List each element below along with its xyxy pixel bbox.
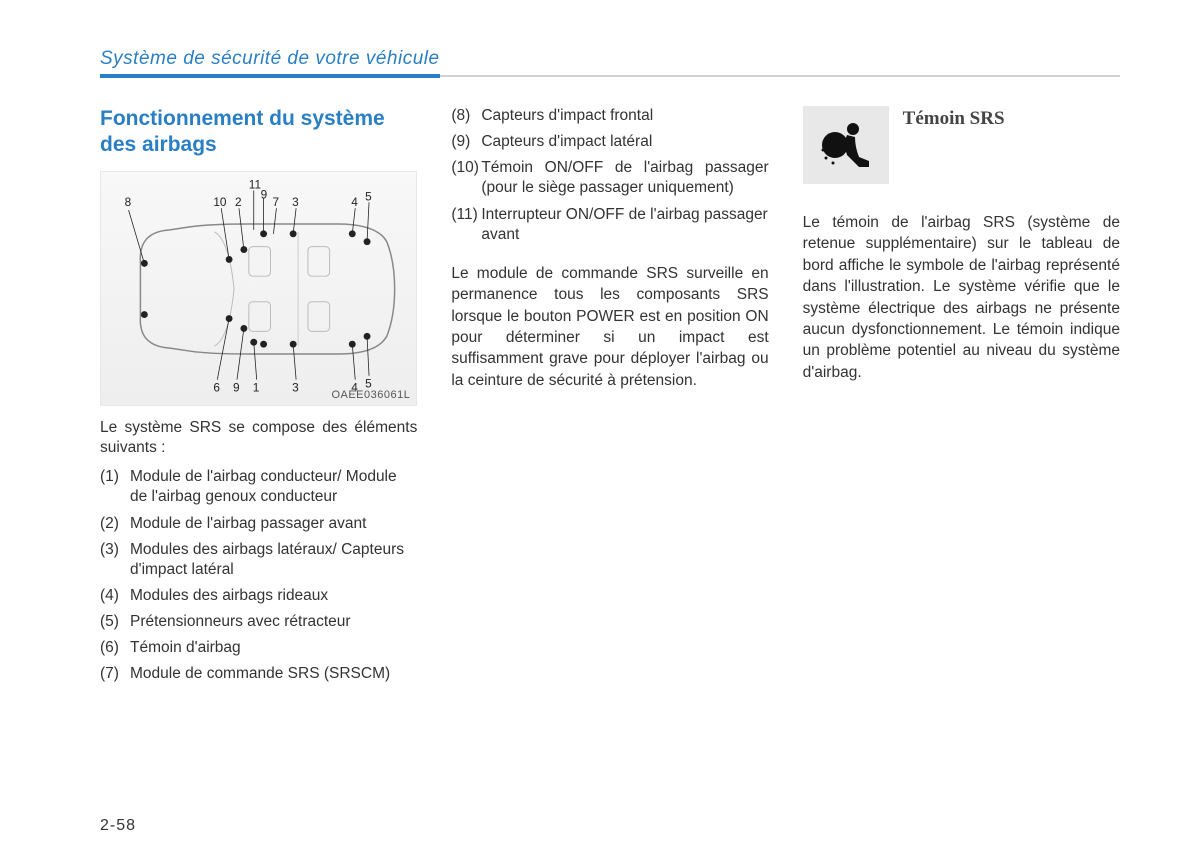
section-title: Fonctionnement du système des airbags <box>100 106 417 159</box>
srs-warning-paragraph: Le témoin de l'airbag SRS (système de re… <box>803 212 1120 383</box>
component-text: Prétensionneurs avec rétracteur <box>130 612 417 632</box>
page-number: 2-58 <box>100 817 136 835</box>
diagram-label-6: 6 <box>213 380 220 394</box>
diagram-label-8: 8 <box>125 195 132 209</box>
list-item: (1)Module de l'airbag conducteur/ Module… <box>100 467 417 507</box>
srs-heading: Témoin SRS <box>903 108 1005 130</box>
car-top-view-svg: 8 11 9 10 2 7 3 4 5 6 9 1 3 4 5 <box>101 172 416 405</box>
diagram-label-3t: 3 <box>292 195 299 209</box>
component-number: (7) <box>100 664 130 684</box>
content-columns: Fonctionnement du système des airbags <box>100 106 1120 691</box>
diagram-label-7: 7 <box>272 195 279 209</box>
underline-blue <box>100 74 440 78</box>
diagram-label-4t: 4 <box>351 195 358 209</box>
list-item: (9)Capteurs d'impact latéral <box>451 132 768 152</box>
component-text: Module de l'airbag conducteur/ Module de… <box>130 467 417 507</box>
airbag-diagram: 8 11 9 10 2 7 3 4 5 6 9 1 3 4 5 OAEE0360… <box>100 171 417 406</box>
list-item: (7)Module de commande SRS (SRSCM) <box>100 664 417 684</box>
list-item: (2)Module de l'airbag passager avant <box>100 514 417 534</box>
intro-text: Le système SRS se compose des éléments s… <box>100 418 417 460</box>
component-text: Témoin d'airbag <box>130 638 417 658</box>
diagram-label-1: 1 <box>253 380 260 394</box>
component-text: Module de commande SRS (SRSCM) <box>130 664 417 684</box>
diagram-label-11: 11 <box>249 177 261 191</box>
component-number: (6) <box>100 638 130 658</box>
airbag-warning-icon <box>803 106 889 184</box>
component-number: (5) <box>100 612 130 632</box>
component-number: (11) <box>451 205 481 245</box>
page-header-title: Système de sécurité de votre véhicule <box>100 48 1120 70</box>
component-list-col2: (8)Capteurs d'impact frontal(9)Capteurs … <box>451 106 768 245</box>
component-number: (1) <box>100 467 130 507</box>
component-number: (8) <box>451 106 481 126</box>
component-number: (9) <box>451 132 481 152</box>
diagram-label-3b: 3 <box>292 380 299 394</box>
component-list-col1: (1)Module de l'airbag conducteur/ Module… <box>100 467 417 684</box>
underline-gray <box>440 75 1120 77</box>
component-text: Modules des airbags rideaux <box>130 586 417 606</box>
list-item: (3)Modules des airbags latéraux/ Capteur… <box>100 540 417 580</box>
list-item: (11)Interrupteur ON/OFF de l'airbag pass… <box>451 205 768 245</box>
diagram-label-5t: 5 <box>365 189 372 203</box>
component-text: Capteurs d'impact latéral <box>481 132 768 152</box>
component-text: Témoin ON/OFF de l'airbag passager (pour… <box>481 158 768 198</box>
list-item: (8)Capteurs d'impact frontal <box>451 106 768 126</box>
component-number: (3) <box>100 540 130 580</box>
header-underline <box>100 74 1120 78</box>
component-text: Capteurs d'impact frontal <box>481 106 768 126</box>
list-item: (4)Modules des airbags rideaux <box>100 586 417 606</box>
component-text: Module de l'airbag passager avant <box>130 514 417 534</box>
list-item: (6)Témoin d'airbag <box>100 638 417 658</box>
diagram-code: OAEE036061L <box>331 389 410 401</box>
srs-module-paragraph: Le module de commande SRS surveille en p… <box>451 263 768 391</box>
component-text: Interrupteur ON/OFF de l'airbag passager… <box>481 205 768 245</box>
component-text: Modules des airbags latéraux/ Capteurs d… <box>130 540 417 580</box>
column-1: Fonctionnement du système des airbags <box>100 106 417 691</box>
diagram-label-9b: 9 <box>233 380 240 394</box>
component-number: (2) <box>100 514 130 534</box>
column-2: (8)Capteurs d'impact frontal(9)Capteurs … <box>451 106 768 691</box>
component-number: (4) <box>100 586 130 606</box>
diagram-label-2: 2 <box>235 195 242 209</box>
component-number: (10) <box>451 158 481 198</box>
diagram-label-9t: 9 <box>261 187 268 201</box>
list-item: (10)Témoin ON/OFF de l'airbag passager (… <box>451 158 768 198</box>
diagram-label-10: 10 <box>213 195 227 209</box>
column-3: Témoin SRS Le témoin de l'airbag SRS (sy… <box>803 106 1120 691</box>
list-item: (5)Prétensionneurs avec rétracteur <box>100 612 417 632</box>
srs-heading-row: Témoin SRS <box>803 106 1120 184</box>
